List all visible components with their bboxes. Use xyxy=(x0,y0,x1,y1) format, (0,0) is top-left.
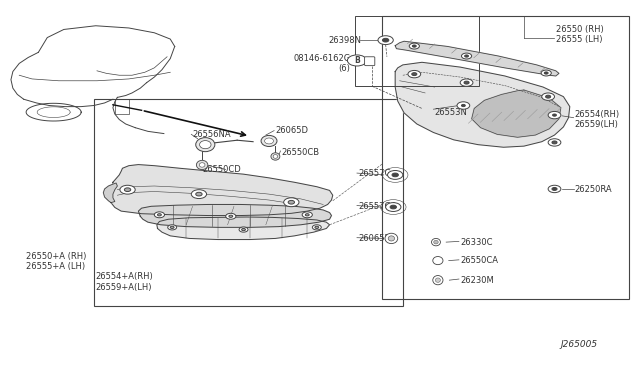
Circle shape xyxy=(154,212,164,218)
Ellipse shape xyxy=(200,141,211,149)
Circle shape xyxy=(465,55,468,57)
Ellipse shape xyxy=(433,257,443,264)
Polygon shape xyxy=(395,41,559,76)
Polygon shape xyxy=(103,183,117,203)
Ellipse shape xyxy=(388,236,394,241)
Polygon shape xyxy=(138,205,332,227)
Circle shape xyxy=(552,187,557,190)
Text: 26554+A(RH)
26559+A(LH): 26554+A(RH) 26559+A(LH) xyxy=(96,272,154,292)
Text: 26550CB: 26550CB xyxy=(282,148,320,157)
Text: 26550CA: 26550CA xyxy=(460,256,498,265)
Bar xyxy=(94,99,403,306)
Circle shape xyxy=(170,226,174,228)
Ellipse shape xyxy=(196,138,215,152)
Polygon shape xyxy=(111,164,333,215)
Text: 26553N: 26553N xyxy=(435,108,468,117)
Ellipse shape xyxy=(261,135,277,147)
Ellipse shape xyxy=(434,240,438,244)
Circle shape xyxy=(168,225,177,230)
Circle shape xyxy=(386,203,401,211)
Text: 26398N: 26398N xyxy=(328,36,362,45)
Circle shape xyxy=(552,114,556,116)
Text: 26065B: 26065B xyxy=(358,234,390,243)
Circle shape xyxy=(315,226,319,228)
Bar xyxy=(355,16,479,86)
Polygon shape xyxy=(472,90,561,137)
Circle shape xyxy=(552,141,557,144)
Text: J265005: J265005 xyxy=(561,340,598,349)
Circle shape xyxy=(464,81,469,84)
Text: 26550 (RH)
26555 (LH): 26550 (RH) 26555 (LH) xyxy=(556,25,604,44)
Circle shape xyxy=(229,215,233,217)
Circle shape xyxy=(541,70,551,76)
Circle shape xyxy=(461,105,465,107)
Circle shape xyxy=(196,192,202,196)
Circle shape xyxy=(191,190,207,199)
Ellipse shape xyxy=(433,276,443,285)
Circle shape xyxy=(390,205,396,209)
Text: 26550+A (RH)
26555+A (LH): 26550+A (RH) 26555+A (LH) xyxy=(26,252,86,272)
Ellipse shape xyxy=(431,238,440,246)
Circle shape xyxy=(388,170,403,179)
Bar xyxy=(383,16,629,299)
Circle shape xyxy=(288,201,294,204)
Circle shape xyxy=(412,73,417,76)
Circle shape xyxy=(545,95,550,98)
Circle shape xyxy=(383,38,389,42)
Circle shape xyxy=(412,45,416,47)
Circle shape xyxy=(226,213,236,219)
Polygon shape xyxy=(395,62,570,147)
Circle shape xyxy=(157,214,161,216)
Ellipse shape xyxy=(435,278,440,282)
Circle shape xyxy=(120,185,135,194)
Text: 08146-6162G
(6): 08146-6162G (6) xyxy=(293,54,351,73)
Ellipse shape xyxy=(271,153,280,160)
Text: B: B xyxy=(354,56,360,65)
Circle shape xyxy=(548,185,561,193)
Text: 26550CD: 26550CD xyxy=(202,165,241,174)
Circle shape xyxy=(541,93,554,100)
Ellipse shape xyxy=(385,233,397,244)
Circle shape xyxy=(302,212,312,218)
Ellipse shape xyxy=(199,163,205,167)
Ellipse shape xyxy=(196,160,208,170)
Circle shape xyxy=(348,55,367,66)
Circle shape xyxy=(457,102,470,109)
Circle shape xyxy=(312,225,321,230)
Text: 26230M: 26230M xyxy=(460,276,494,285)
Text: 26554(RH)
26559(LH): 26554(RH) 26559(LH) xyxy=(575,110,620,129)
Circle shape xyxy=(284,198,299,207)
Circle shape xyxy=(461,53,472,59)
Circle shape xyxy=(460,79,473,86)
Ellipse shape xyxy=(273,155,278,158)
Circle shape xyxy=(392,173,398,177)
Text: 26330C: 26330C xyxy=(460,238,493,247)
Circle shape xyxy=(548,112,561,119)
Text: 26065D: 26065D xyxy=(275,126,308,135)
Circle shape xyxy=(408,70,420,78)
Circle shape xyxy=(239,227,248,232)
Circle shape xyxy=(409,43,419,49)
Circle shape xyxy=(544,72,548,74)
Circle shape xyxy=(548,139,561,146)
FancyBboxPatch shape xyxy=(365,57,375,65)
Text: 26557GA: 26557GA xyxy=(358,202,397,211)
Text: 26556NA: 26556NA xyxy=(193,130,231,139)
Text: 26557G: 26557G xyxy=(358,169,391,177)
Circle shape xyxy=(378,36,394,45)
Circle shape xyxy=(124,188,131,192)
Circle shape xyxy=(305,214,309,216)
Polygon shape xyxy=(157,217,330,240)
Ellipse shape xyxy=(264,138,273,144)
Bar xyxy=(115,99,129,114)
Circle shape xyxy=(242,228,246,231)
Text: 26250RA: 26250RA xyxy=(575,185,612,194)
